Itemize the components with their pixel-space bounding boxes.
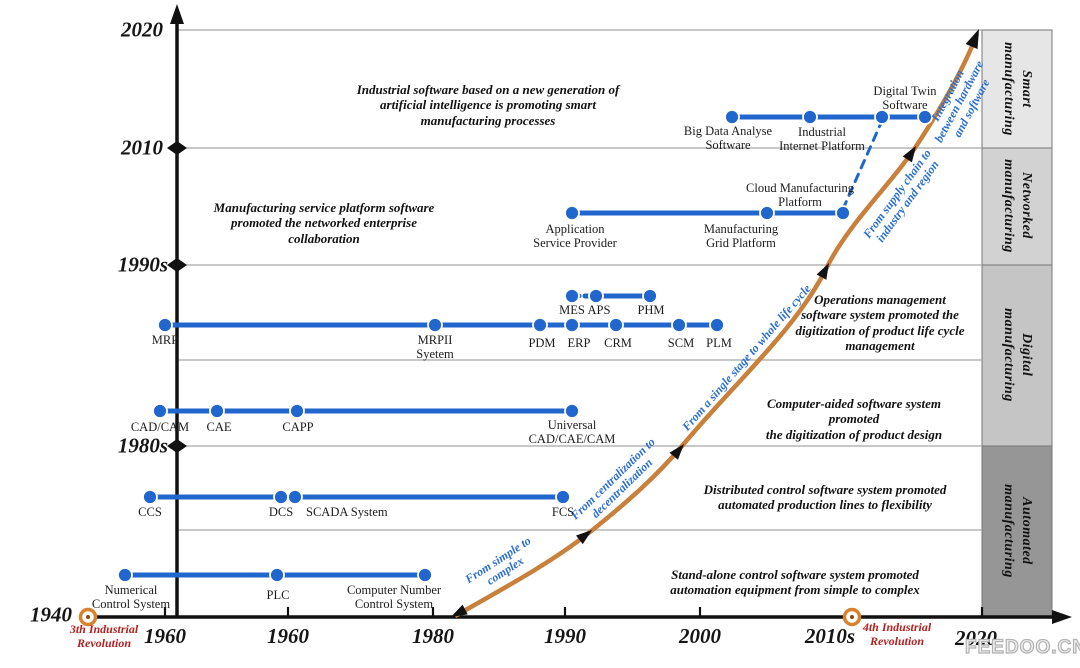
x-label-2020: 2020 xyxy=(955,626,997,650)
timeline-dots xyxy=(117,109,933,583)
axes xyxy=(78,4,1072,627)
label-application-service-provider: Application Service Provider xyxy=(533,222,617,251)
y-label-1980s: 1980s xyxy=(117,433,168,458)
revolution-markers xyxy=(78,607,862,627)
era-bands xyxy=(981,29,1053,618)
label-computer-number-control-system: Computer Number Control System xyxy=(346,583,442,612)
band-networked xyxy=(981,147,1053,266)
annotation-networked: Manufacturing service platform software … xyxy=(213,200,435,246)
gridlines xyxy=(177,29,982,531)
x-label-1960a: 1960 xyxy=(144,624,186,648)
growth-curve xyxy=(451,29,980,618)
band-label-smart: Smart manufacturing xyxy=(1001,42,1035,136)
label-plm: PLM xyxy=(706,336,732,350)
band-smart xyxy=(981,29,1053,149)
label-big-data-analyse-software: Big Data Analyse Software xyxy=(683,124,773,153)
label-crm: CRM xyxy=(604,336,632,350)
diamond-2010 xyxy=(167,141,187,155)
label-dcs: DCS xyxy=(268,505,294,519)
annotation-operations: Operations management software system pr… xyxy=(795,292,965,353)
curve-arrowheads xyxy=(451,29,979,617)
annotation-standalone: Stand-alone control software system prom… xyxy=(670,567,920,598)
annotation-distributed: Distributed control software system prom… xyxy=(703,482,947,513)
y-axis-arrow xyxy=(170,4,184,24)
band-label-automated: Automated manufacturing xyxy=(1001,484,1035,578)
label-phm: PHM xyxy=(637,303,665,317)
label-scada-system: SCADA System xyxy=(306,505,388,519)
label-cae: CAE xyxy=(206,420,232,434)
x-label-1990: 1990 xyxy=(544,624,586,648)
y-label-1990s: 1990s xyxy=(117,252,168,277)
band-label-digital: Digital manufacturing xyxy=(1001,308,1035,402)
y-label-2010: 2010 xyxy=(121,135,163,160)
x-label-1980: 1980 xyxy=(412,624,454,648)
label-mrp: MRP xyxy=(151,333,179,347)
connector-cloud-to-digital-twin xyxy=(841,121,883,211)
y-label-2020: 2020 xyxy=(121,17,163,42)
revolution-3-marker-dot xyxy=(86,615,90,619)
curve-path xyxy=(453,33,980,618)
revolution-4-marker-dot xyxy=(850,615,854,619)
label-pdm: PDM xyxy=(528,336,556,350)
y-label-1940: 1940 xyxy=(30,602,72,627)
label-universal-cad-cae-cam: Universal CAD/CAE/CAM xyxy=(528,418,616,447)
label-cloud-manufacturing-platform: Cloud Manufacturing Platform xyxy=(746,181,854,210)
diamond-1980s xyxy=(167,439,187,453)
x-label-2010s: 2010s xyxy=(804,624,856,648)
label-capp: CAPP xyxy=(282,420,314,434)
label-numerical-control-system: Numerical Control System xyxy=(91,583,171,612)
watermark-feedoo: FEEDOO.CN xyxy=(964,636,1080,658)
label-plc: PLC xyxy=(266,588,290,602)
label-scm: SCM xyxy=(667,336,695,350)
band-automated xyxy=(981,445,1053,618)
annotation-smart: Industrial software based on a new gener… xyxy=(356,82,620,128)
label-manufacturing-grid-platform: Manufacturing Grid Platform xyxy=(703,222,779,251)
label-fcs: FCS xyxy=(551,505,575,519)
label-mes: MES xyxy=(559,303,585,317)
x-label-2000: 2000 xyxy=(679,624,721,648)
diamond-1990s xyxy=(167,258,187,272)
label-ccs: CCS xyxy=(138,505,162,519)
label-mrpii-system: MRPII Syetem xyxy=(416,333,454,362)
x-label-1960b: 1960 xyxy=(267,624,309,648)
label-erp: ERP xyxy=(567,336,591,350)
x-axis-arrow xyxy=(1052,610,1072,624)
label-digital-twin-software: Digital Twin Software xyxy=(873,84,937,113)
label-aps: APS xyxy=(587,303,611,317)
label-4th-industrial-revolution: 4th Industrial Revolution xyxy=(862,620,932,649)
x-ticks xyxy=(163,607,984,616)
annotation-computer-aided: Computer-aided software system promoted … xyxy=(765,396,943,442)
label-industrial-internet-platform: Industrial Internet Platform xyxy=(779,125,865,154)
label-3rd-industrial-revolution: 3th Industrial Revolution xyxy=(69,622,139,651)
band-label-networked: Networked manufacturing xyxy=(1001,159,1035,253)
band-digital xyxy=(981,264,1053,447)
label-cad-cam: CAD/CAM xyxy=(130,420,190,434)
